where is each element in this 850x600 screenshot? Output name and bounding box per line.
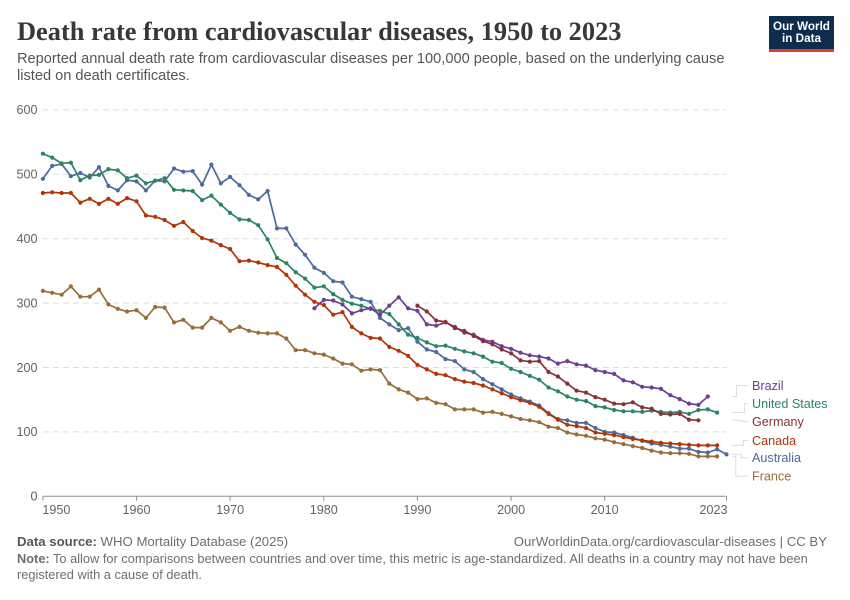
svg-text:2000: 2000: [497, 503, 525, 517]
svg-text:1980: 1980: [310, 503, 338, 517]
svg-text:300: 300: [16, 296, 37, 310]
svg-text:2023: 2023: [699, 503, 727, 517]
svg-text:1950: 1950: [42, 503, 70, 517]
svg-text:400: 400: [16, 232, 37, 246]
svg-text:France: France: [752, 470, 791, 484]
svg-text:100: 100: [16, 425, 37, 439]
svg-text:0: 0: [30, 490, 37, 504]
svg-text:United States: United States: [752, 397, 828, 411]
svg-text:600: 600: [16, 103, 37, 117]
svg-text:1970: 1970: [216, 503, 244, 517]
svg-text:Australia: Australia: [752, 451, 801, 465]
svg-text:Brazil: Brazil: [752, 379, 784, 393]
svg-text:200: 200: [16, 361, 37, 375]
svg-text:500: 500: [16, 168, 37, 182]
svg-text:1960: 1960: [122, 503, 150, 517]
svg-text:1990: 1990: [403, 503, 431, 517]
svg-text:Germany: Germany: [752, 415, 804, 429]
svg-text:Canada: Canada: [752, 434, 796, 448]
svg-text:2010: 2010: [591, 503, 619, 517]
